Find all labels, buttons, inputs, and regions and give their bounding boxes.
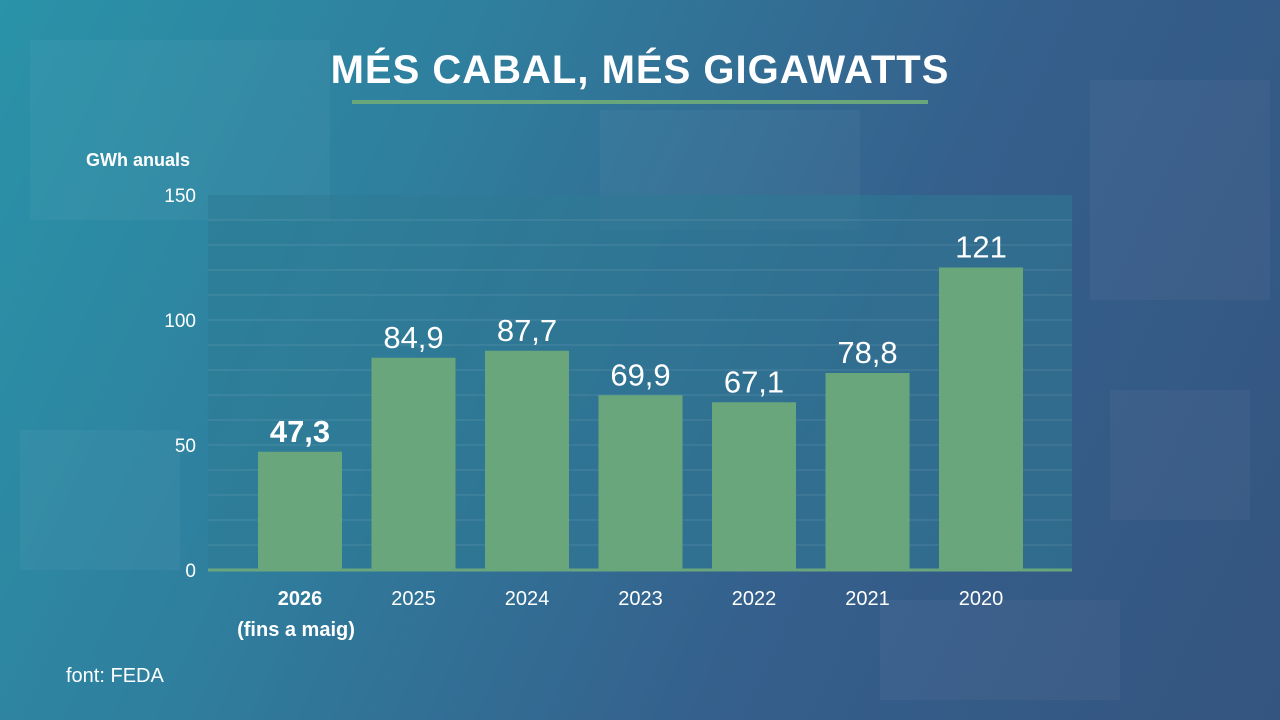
data-label: 67,1 <box>724 364 784 399</box>
bar <box>258 451 342 570</box>
y-tick-label: 150 <box>164 186 196 207</box>
x-tick-sublabel: (fins a maig) <box>237 619 355 641</box>
x-tick-label: 2020 <box>959 588 1004 610</box>
y-tick-label: 50 <box>175 436 196 457</box>
source-note: font: FEDA <box>66 665 164 687</box>
x-tick-label: 2024 <box>505 588 550 610</box>
bar <box>598 395 683 570</box>
data-label: 87,7 <box>497 313 557 348</box>
data-label: 78,8 <box>837 335 897 370</box>
x-tick-label: 2021 <box>845 588 890 610</box>
x-tick-label: 2025 <box>391 588 436 610</box>
x-tick-label: 2026 <box>278 588 323 610</box>
bar <box>712 402 796 570</box>
title-underline <box>352 100 928 104</box>
bar <box>825 373 910 570</box>
y-axis-label: GWh anuals <box>86 150 191 170</box>
x-tick-label: 2023 <box>618 588 663 610</box>
y-tick-label: 0 <box>185 561 196 582</box>
data-label: 121 <box>955 230 1007 265</box>
data-label: 84,9 <box>383 320 443 355</box>
bar <box>485 350 569 570</box>
chart-title: MÉS CABAL, MÉS GIGAWATTS <box>330 48 950 92</box>
data-label: 47,3 <box>270 414 330 449</box>
x-tick-label: 2022 <box>732 588 777 610</box>
bar <box>939 267 1023 570</box>
y-tick-label: 100 <box>164 311 196 332</box>
bar <box>371 357 456 570</box>
data-label: 69,9 <box>610 357 670 392</box>
